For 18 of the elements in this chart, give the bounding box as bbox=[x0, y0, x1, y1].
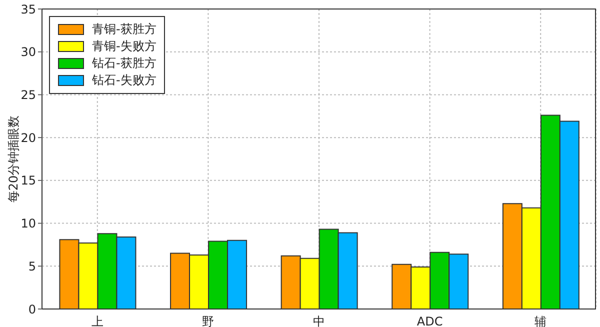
y-tick-label: 5 bbox=[28, 259, 36, 274]
legend-label: 青铜-失败方 bbox=[92, 38, 156, 55]
y-tick-label: 35 bbox=[20, 2, 36, 16]
legend-label: 钻石-失败方 bbox=[92, 72, 156, 89]
legend-label: 钻石-获胜方 bbox=[92, 55, 156, 72]
y-axis-title: 每20分钟插眼数 bbox=[6, 115, 20, 203]
y-tick-label: 30 bbox=[20, 45, 36, 60]
y-tick-label: 25 bbox=[20, 88, 36, 102]
x-tick-label: 野 bbox=[202, 314, 214, 327]
x-tick-label: 中 bbox=[313, 314, 325, 327]
y-tick-label: 10 bbox=[20, 216, 36, 231]
x-tick-label: ADC bbox=[416, 314, 443, 327]
legend-label: 青铜-获胜方 bbox=[92, 21, 156, 38]
y-tick-label: 0 bbox=[28, 302, 36, 316]
y-tick-label: 20 bbox=[20, 130, 36, 145]
x-tick-label: 辅 bbox=[534, 314, 547, 327]
y-tick-label: 15 bbox=[20, 174, 36, 188]
x-tick-label: 上 bbox=[91, 314, 104, 327]
